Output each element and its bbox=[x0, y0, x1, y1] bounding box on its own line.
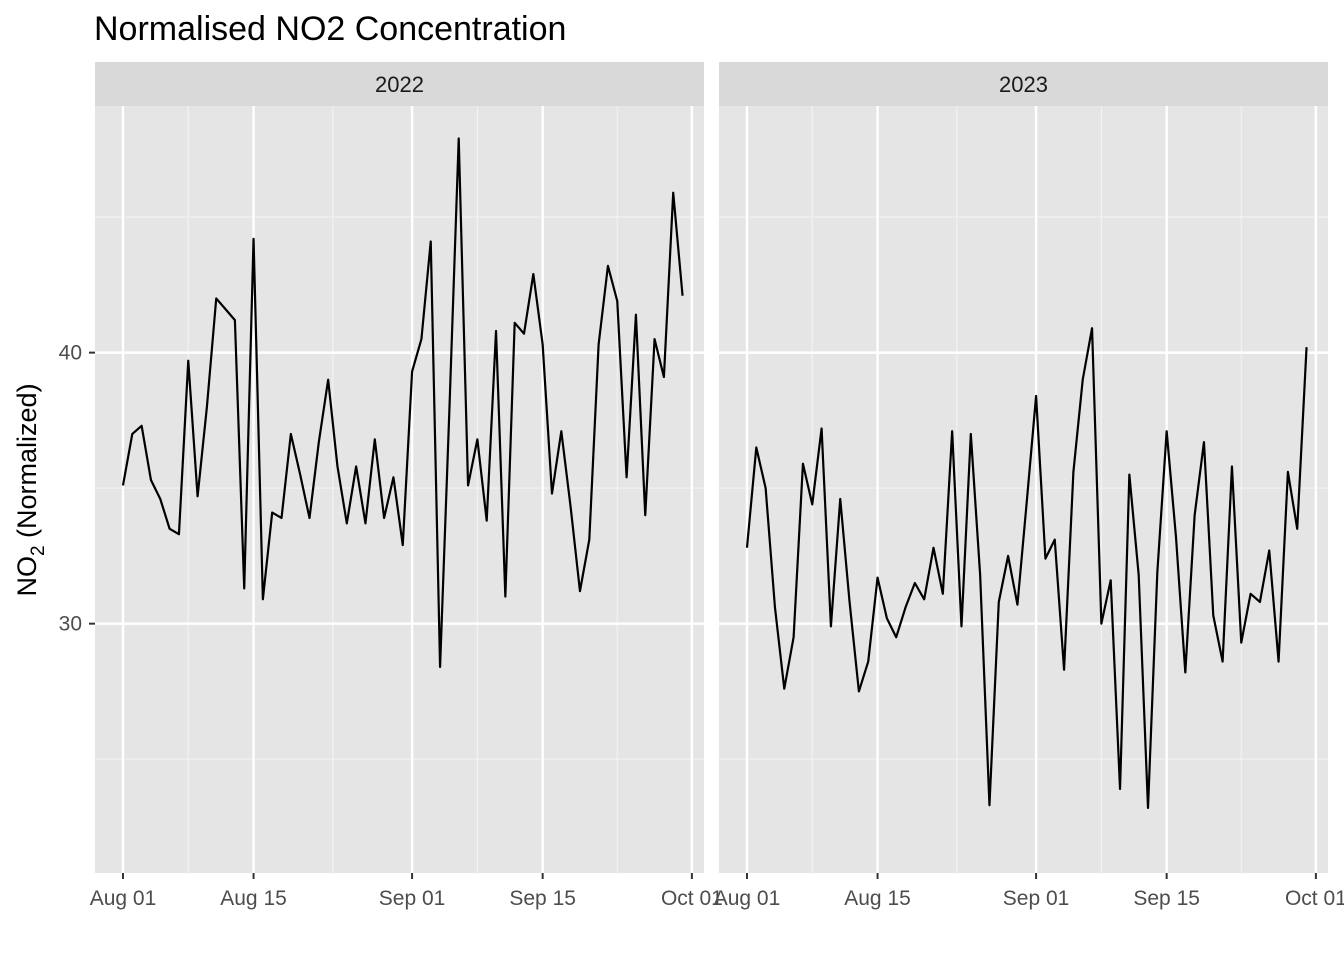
strip-background-left bbox=[95, 62, 704, 106]
series-line-right bbox=[745, 327, 1308, 810]
chart-title: Normalised NO2 Concentration bbox=[94, 10, 566, 48]
y-axis-title-main: NO bbox=[12, 556, 42, 597]
y-axis-title: NO2 (Normalized) bbox=[12, 383, 49, 596]
x-tick-label: Oct 01 bbox=[661, 887, 723, 910]
x-tick-label: Sep 01 bbox=[379, 887, 446, 910]
y-tick-label: 40 bbox=[59, 342, 82, 365]
panel-left: 2022 bbox=[95, 62, 704, 873]
strip-label-left: 2022 bbox=[375, 72, 424, 97]
panel-right: 2023 bbox=[719, 62, 1328, 873]
x-tick-label: Aug 15 bbox=[844, 887, 911, 910]
x-tick-label: Aug 01 bbox=[714, 887, 781, 910]
panel-background-left bbox=[95, 106, 704, 873]
x-tick-label: Sep 01 bbox=[1003, 887, 1070, 910]
y-axis-title-suffix: (Normalized) bbox=[12, 383, 42, 545]
series-line-left bbox=[121, 137, 684, 669]
x-tick-label: Sep 15 bbox=[1133, 887, 1200, 910]
x-tick-label: Sep 15 bbox=[509, 887, 576, 910]
strip-background-right bbox=[719, 62, 1328, 106]
gridlines-left bbox=[95, 106, 704, 873]
strip-label-right: 2023 bbox=[999, 72, 1048, 97]
panel-background-right bbox=[719, 106, 1328, 873]
y-axis-title-subscript: 2 bbox=[28, 545, 49, 556]
y-axis: 30 40 bbox=[59, 342, 95, 636]
gridlines-right bbox=[719, 106, 1328, 873]
y-tick-label: 30 bbox=[59, 613, 82, 636]
x-tick-label: Aug 01 bbox=[90, 887, 157, 910]
x-tick-label: Aug 15 bbox=[220, 887, 287, 910]
x-tick-label: Oct 01 bbox=[1285, 887, 1344, 910]
